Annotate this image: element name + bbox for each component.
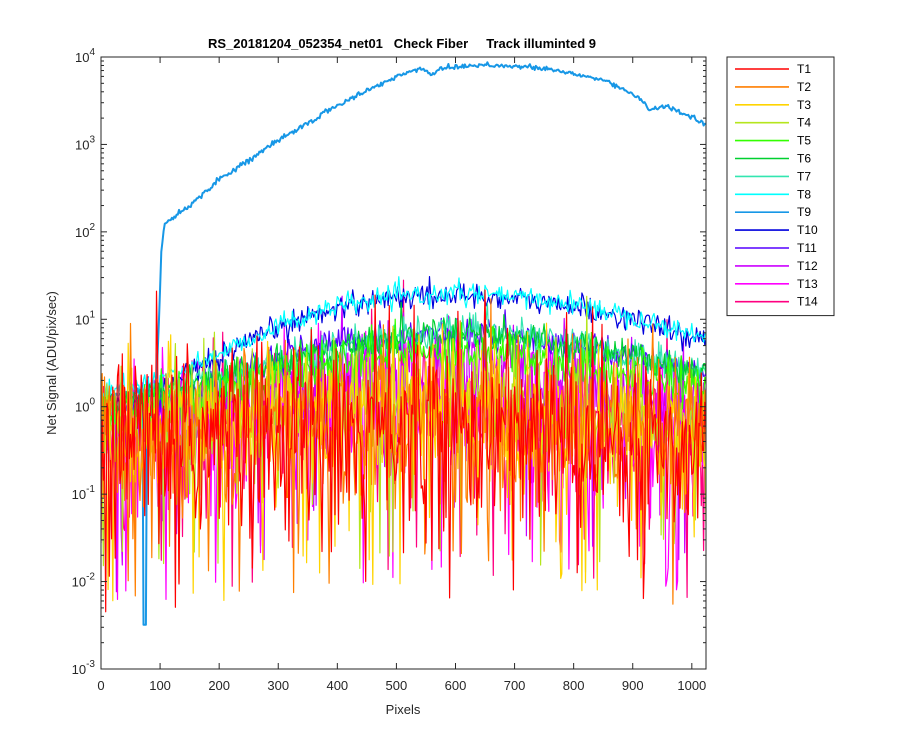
x-tick-label: 800 <box>563 678 585 693</box>
series-line-t9 <box>101 61 706 626</box>
legend-label-t13: T13 <box>797 277 818 291</box>
y-tick-label: 100 <box>75 397 95 415</box>
legend: T1 T2 T3 T4 T5 T6 T7 T8 T9 T10 T11 T12 T13 T14 <box>726 56 835 317</box>
series-line-t6 <box>101 301 706 422</box>
legend-label-t2: T2 <box>797 80 811 94</box>
legend-box <box>726 56 835 317</box>
legend-label-t8: T8 <box>797 187 811 201</box>
legend-label-t1: T1 <box>797 62 811 76</box>
y-tick-label: 10-2 <box>72 572 96 590</box>
y-tick-label: 104 <box>75 47 95 65</box>
y-tick-label: 103 <box>75 134 95 152</box>
chart-title: RS_20181204_052354_net01 Check Fiber Tra… <box>208 36 596 51</box>
legend-label-t3: T3 <box>797 98 811 112</box>
legend-label-t10: T10 <box>797 223 818 237</box>
y-axis-label: Net Signal (ADU/pix/sec) <box>44 291 59 435</box>
x-tick-label: 0 <box>97 678 104 693</box>
axes-box <box>100 56 707 670</box>
legend-label-t4: T4 <box>797 116 811 130</box>
legend-label-t5: T5 <box>797 134 811 148</box>
x-tick-label: 200 <box>208 678 230 693</box>
x-tick-label: 500 <box>386 678 408 693</box>
legend-label-t9: T9 <box>797 205 811 219</box>
legend-label-t14: T14 <box>797 295 818 309</box>
legend-label-t12: T12 <box>797 259 818 273</box>
series-line-t8 <box>101 276 706 408</box>
y-tick-label: 102 <box>75 222 95 240</box>
x-tick-label: 600 <box>445 678 467 693</box>
x-tick-label: 900 <box>622 678 644 693</box>
x-tick-label: 300 <box>267 678 289 693</box>
y-tick-label: 101 <box>75 309 95 327</box>
x-tick-label: 400 <box>326 678 348 693</box>
legend-label-t11: T11 <box>797 241 817 255</box>
x-axis-label: Pixels <box>386 702 421 717</box>
legend-label-t7: T7 <box>797 169 811 183</box>
x-tick-label: 1000 <box>677 678 706 693</box>
x-tick-label: 100 <box>149 678 171 693</box>
legend-label-t6: T6 <box>797 152 811 166</box>
x-tick-label: 700 <box>504 678 526 693</box>
y-tick-label: 10-3 <box>72 659 96 677</box>
series-line-t1 <box>101 289 706 613</box>
y-tick-label: 10-1 <box>72 484 96 502</box>
